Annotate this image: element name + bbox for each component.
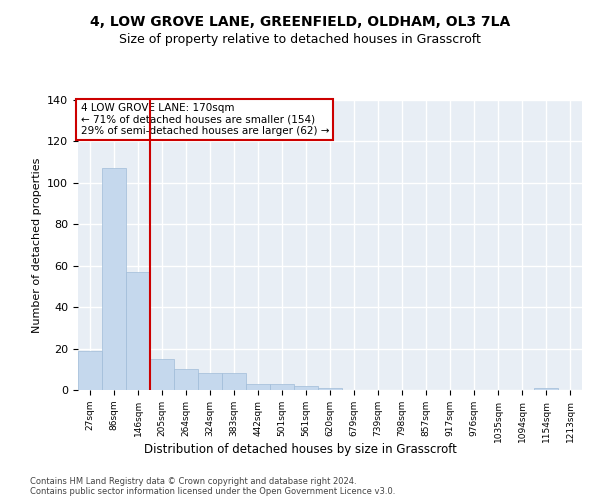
Text: 4 LOW GROVE LANE: 170sqm
← 71% of detached houses are smaller (154)
29% of semi-: 4 LOW GROVE LANE: 170sqm ← 71% of detach…: [80, 103, 329, 136]
Text: Distribution of detached houses by size in Grasscroft: Distribution of detached houses by size …: [143, 442, 457, 456]
Bar: [102, 168, 126, 390]
Bar: [270, 384, 294, 390]
Bar: [174, 370, 198, 390]
Text: Size of property relative to detached houses in Grasscroft: Size of property relative to detached ho…: [119, 32, 481, 46]
Bar: [534, 388, 558, 390]
Bar: [318, 388, 342, 390]
Bar: [150, 359, 174, 390]
Text: Contains public sector information licensed under the Open Government Licence v3: Contains public sector information licen…: [30, 488, 395, 496]
Text: Contains HM Land Registry data © Crown copyright and database right 2024.: Contains HM Land Registry data © Crown c…: [30, 478, 356, 486]
Bar: [222, 374, 246, 390]
Y-axis label: Number of detached properties: Number of detached properties: [32, 158, 41, 332]
Text: 4, LOW GROVE LANE, GREENFIELD, OLDHAM, OL3 7LA: 4, LOW GROVE LANE, GREENFIELD, OLDHAM, O…: [90, 15, 510, 29]
Bar: [246, 384, 270, 390]
Bar: [294, 386, 318, 390]
Bar: [198, 374, 222, 390]
Bar: [78, 350, 102, 390]
Bar: [126, 272, 150, 390]
